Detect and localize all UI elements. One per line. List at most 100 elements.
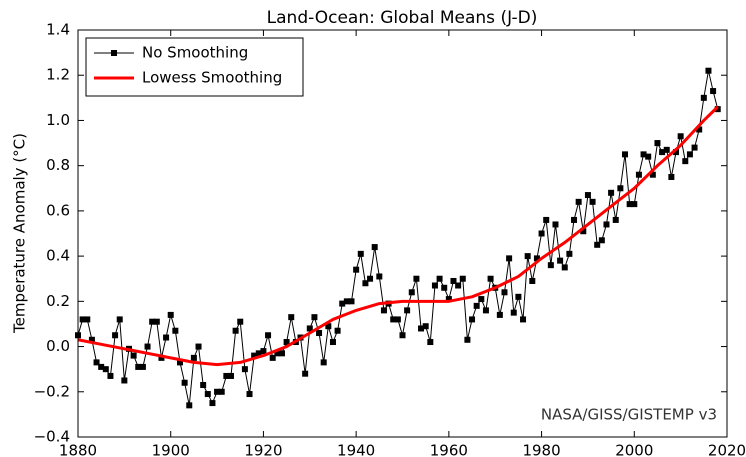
data-point — [353, 266, 360, 273]
data-point — [584, 192, 591, 199]
data-point — [552, 221, 559, 228]
x-tick-label: 1980 — [522, 442, 560, 457]
y-tick-label: 1.2 — [46, 66, 70, 84]
data-point — [88, 336, 95, 343]
data-point — [529, 277, 536, 284]
data-point — [362, 280, 369, 287]
data-point — [98, 363, 105, 370]
data-point — [316, 329, 323, 336]
series-line — [77, 105, 719, 367]
data-point — [139, 363, 146, 370]
data-point — [251, 352, 258, 359]
data-point — [311, 314, 318, 321]
data-point — [566, 250, 573, 257]
data-point — [659, 149, 666, 156]
data-point — [149, 318, 156, 325]
legend-marker — [111, 50, 117, 56]
data-point — [190, 354, 197, 361]
data-point — [608, 189, 615, 196]
data-point — [668, 173, 675, 180]
data-point — [626, 201, 633, 208]
y-tick-label: 0.2 — [46, 292, 70, 310]
series-line — [77, 70, 719, 406]
data-point — [343, 298, 350, 305]
data-point — [464, 336, 471, 343]
data-point — [455, 282, 462, 289]
data-point — [622, 151, 629, 158]
data-point — [710, 88, 717, 95]
data-point — [598, 237, 605, 244]
x-tick-label: 1880 — [59, 442, 97, 457]
data-point — [172, 327, 179, 334]
data-point — [116, 316, 123, 323]
data-point — [654, 140, 661, 147]
data-point — [413, 275, 420, 282]
data-point — [153, 318, 160, 325]
data-point — [547, 262, 554, 269]
data-point — [371, 244, 378, 251]
data-point — [176, 359, 183, 366]
data-point — [469, 316, 476, 323]
data-point — [112, 332, 119, 339]
data-point — [241, 366, 248, 373]
data-point — [431, 282, 438, 289]
data-point — [302, 370, 309, 377]
data-point — [575, 198, 582, 205]
data-point — [422, 323, 429, 330]
x-tick-label: 1960 — [430, 442, 468, 457]
data-point — [158, 354, 165, 361]
data-point — [329, 339, 336, 346]
data-point — [325, 323, 332, 330]
y-axis-label: Temperature Anomaly (°C) — [11, 133, 29, 334]
data-point — [631, 201, 638, 208]
data-point — [204, 391, 211, 398]
data-point — [418, 325, 425, 332]
data-point — [93, 359, 100, 366]
data-point — [265, 332, 272, 339]
data-point — [408, 289, 415, 296]
y-tick-label: 0.6 — [46, 201, 70, 219]
data-point — [269, 354, 276, 361]
data-point — [603, 221, 610, 228]
data-point — [450, 277, 457, 284]
plot-frame — [77, 29, 728, 438]
data-point — [691, 144, 698, 151]
y-tick-label: 1.0 — [46, 111, 70, 129]
data-point — [214, 388, 221, 395]
data-point — [510, 309, 517, 316]
data-point — [306, 325, 313, 332]
data-point — [283, 339, 290, 346]
data-point — [163, 334, 170, 341]
data-point — [237, 318, 244, 325]
data-point — [506, 255, 513, 262]
y-tick-label: 0.8 — [46, 156, 70, 174]
data-point — [320, 359, 327, 366]
data-point — [515, 293, 522, 300]
data-point — [705, 67, 712, 74]
data-point — [700, 94, 707, 101]
data-point — [533, 255, 540, 262]
data-point — [478, 296, 485, 303]
data-point — [436, 275, 443, 282]
data-point — [399, 332, 406, 339]
data-point — [334, 327, 341, 334]
data-point — [274, 350, 281, 357]
data-point — [404, 307, 411, 314]
data-point — [524, 253, 531, 260]
data-point — [255, 350, 262, 357]
y-tick-label: −0.2 — [34, 382, 70, 400]
data-point — [571, 216, 578, 223]
data-point — [357, 250, 364, 257]
data-point — [686, 151, 693, 158]
data-point — [543, 216, 550, 223]
data-point — [223, 372, 230, 379]
data-point — [288, 314, 295, 321]
data-point — [487, 275, 494, 282]
data-point — [714, 106, 721, 113]
data-point — [246, 391, 253, 398]
data-point — [482, 307, 489, 314]
data-point — [260, 348, 267, 355]
y-tick-label: 0.0 — [46, 337, 70, 355]
data-point — [181, 379, 188, 386]
